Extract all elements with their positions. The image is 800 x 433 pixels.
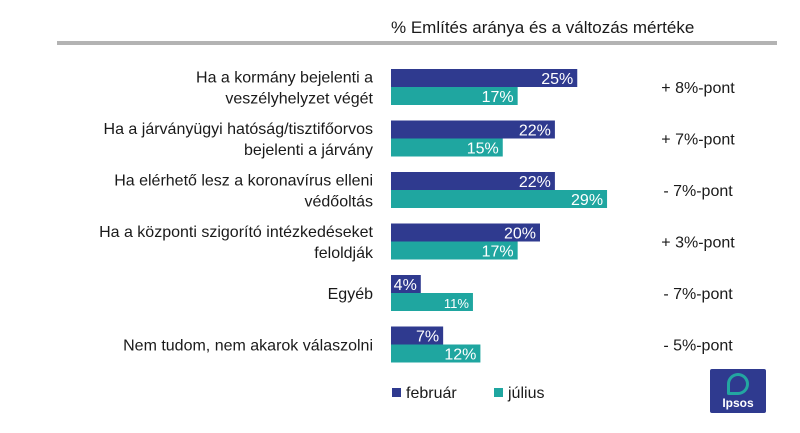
change-label-6: - 5%-pont	[663, 338, 733, 355]
bar-februar-2	[391, 120, 555, 139]
category-label-6: Nem tudom, nem akarok válaszolni	[123, 338, 373, 355]
chart-title: % Említés aránya és a változás mértéke	[391, 18, 695, 37]
data-label-februar-4: 20%	[504, 226, 536, 243]
category-label-1: Ha a kormány bejelenti a	[196, 70, 373, 87]
category-label-1: veszélyhelyzet végét	[225, 91, 373, 108]
bar-julius-6	[391, 344, 481, 363]
legend-label-julius: július	[507, 385, 544, 402]
ipsos-logo-icon	[727, 373, 749, 395]
bar-julius-1	[391, 87, 518, 105]
ipsos-logo-text: Ipsos	[722, 396, 754, 410]
category-label-3: Ha elérhető lesz a koronavírus elleni	[114, 173, 373, 190]
data-label-februar-1: 25%	[541, 71, 573, 88]
bar-februar-4	[391, 223, 540, 242]
category-label-2: Ha a járványügyi hatóság/tisztifőorvos	[104, 121, 373, 138]
change-label-5: - 7%-pont	[663, 286, 733, 303]
change-label-1: + 8%-pont	[661, 80, 735, 97]
title-divider	[57, 41, 777, 45]
data-label-julius-1: 17%	[482, 89, 514, 106]
category-label-2: bejelenti a járvány	[244, 142, 373, 159]
data-label-julius-4: 17%	[482, 244, 514, 261]
data-label-februar-3: 22%	[519, 174, 551, 191]
bar-julius-3	[391, 190, 608, 208]
bar-februar-5	[391, 275, 421, 293]
bar-julius-5	[391, 293, 473, 311]
data-label-julius-6: 12%	[444, 347, 476, 364]
category-label-3: védőoltás	[305, 194, 374, 211]
change-label-2: + 7%-pont	[661, 132, 735, 149]
data-label-februar-6: 7%	[416, 329, 439, 346]
bar-julius-4	[391, 241, 518, 260]
category-label-4: feloldják	[314, 245, 374, 262]
data-label-februar-2: 22%	[519, 123, 551, 140]
bar-februar-1	[391, 69, 578, 87]
category-label-5: Egyéb	[328, 286, 373, 303]
data-label-februar-5: 4%	[394, 277, 417, 294]
ipsos-logo: Ipsos	[710, 369, 766, 413]
category-label-4: Ha a központi szigorító intézkedéseket	[99, 224, 373, 241]
data-label-julius-3: 29%	[571, 192, 603, 209]
change-label-4: + 3%-pont	[661, 235, 735, 252]
change-label-3: - 7%-pont	[663, 183, 733, 200]
bar-februar-6	[391, 326, 444, 345]
legend-label-februar: február	[406, 385, 457, 402]
legend-swatch-februar	[392, 388, 401, 397]
data-label-julius-5: 11%	[444, 296, 469, 311]
bar-julius-2	[391, 138, 503, 157]
bar-februar-3	[391, 172, 555, 190]
legend-swatch-julius	[494, 388, 503, 397]
data-label-julius-2: 15%	[467, 141, 499, 158]
